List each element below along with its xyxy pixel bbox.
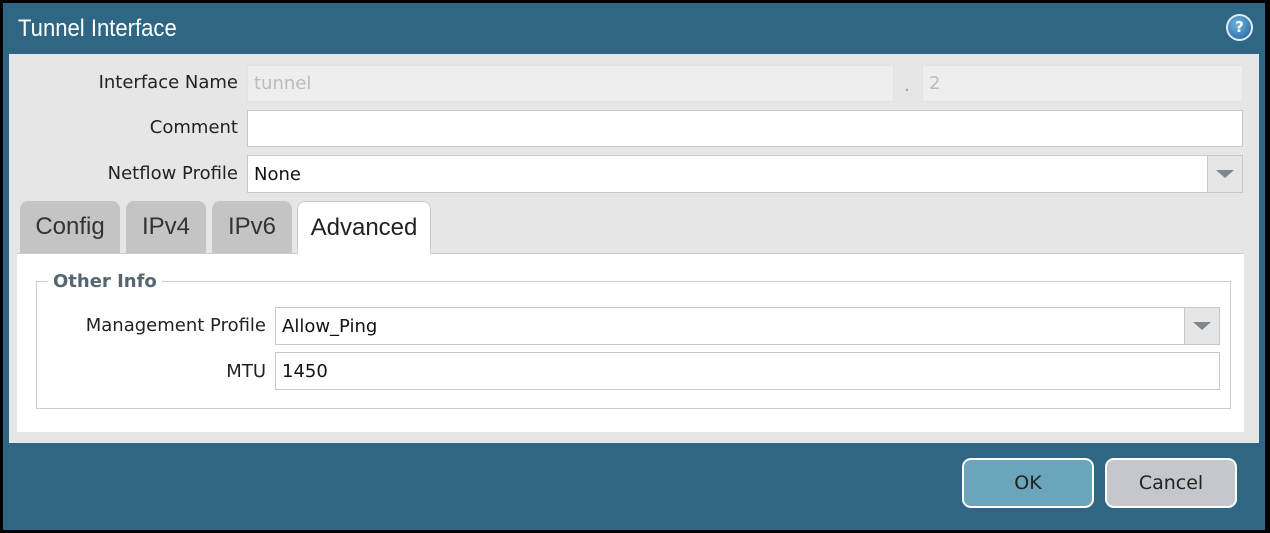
- cancel-button[interactable]: Cancel: [1105, 458, 1237, 508]
- other-info-group: [36, 281, 1231, 409]
- chevron-down-icon: [1193, 322, 1211, 330]
- chevron-down-icon: [1216, 170, 1234, 178]
- comment-label: Comment: [149, 117, 238, 138]
- tab-ipv6[interactable]: IPv6: [212, 201, 292, 253]
- tab-config[interactable]: Config: [20, 201, 120, 253]
- comment-input[interactable]: [247, 110, 1243, 147]
- tab-ipv4[interactable]: IPv4: [126, 201, 206, 253]
- interface-suffix-input: 2: [922, 65, 1243, 102]
- mtu-input[interactable]: 1450: [275, 352, 1220, 390]
- other-info-legend: Other Info: [48, 271, 162, 292]
- netflow-profile-label: Netflow Profile: [107, 163, 238, 184]
- netflow-dropdown-button[interactable]: [1207, 155, 1243, 193]
- dialog-title: Tunnel Interface: [18, 15, 177, 42]
- name-separator: .: [904, 75, 910, 96]
- interface-name-label: Interface Name: [98, 72, 238, 93]
- interface-name-input: tunnel: [247, 65, 894, 102]
- tab-advanced[interactable]: Advanced: [297, 201, 431, 254]
- tunnel-interface-dialog: Tunnel Interface ? Interface Name tunnel…: [3, 3, 1265, 530]
- mtu-label: MTU: [226, 361, 266, 382]
- netflow-profile-select[interactable]: None: [247, 155, 1208, 193]
- management-profile-dropdown-button[interactable]: [1184, 307, 1220, 345]
- help-icon[interactable]: ?: [1226, 14, 1253, 41]
- ok-button[interactable]: OK: [962, 458, 1094, 508]
- management-profile-select[interactable]: Allow_Ping: [275, 307, 1185, 345]
- management-profile-label: Management Profile: [85, 315, 266, 336]
